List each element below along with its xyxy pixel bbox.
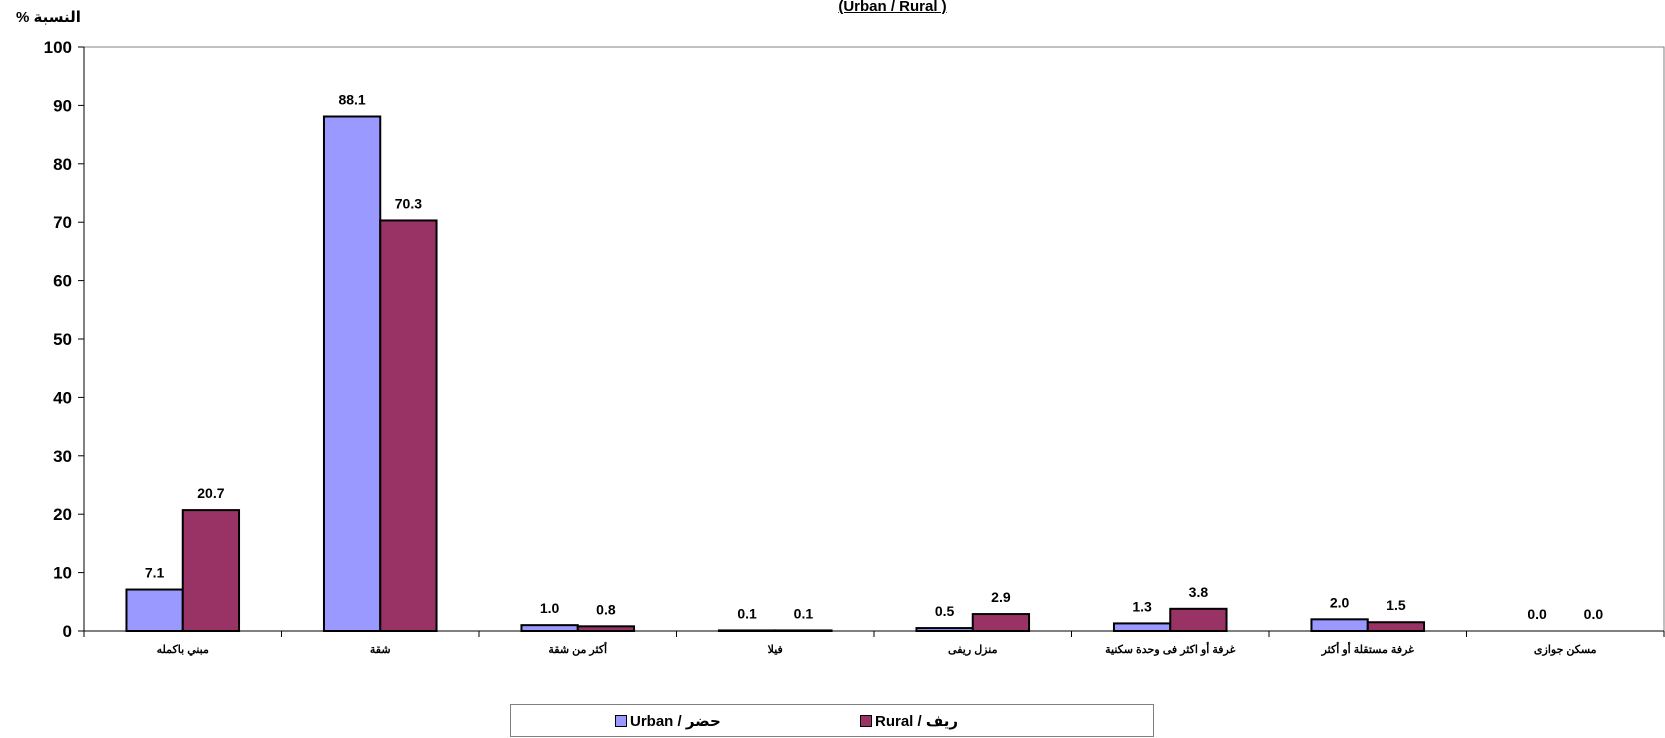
legend-label-rural: Rural / ريف [875, 713, 958, 730]
legend-swatch-rural [860, 715, 872, 727]
bar-urban [915, 627, 974, 633]
chart-title: (Urban / Rural ) [838, 0, 947, 15]
data-label: 7.1 [145, 565, 165, 581]
y-axis-unit-label: النسبة % [16, 9, 81, 26]
y-tick-label: 20 [53, 505, 72, 524]
legend-item-urban: Urban / حضر [615, 712, 721, 730]
data-label: 0.5 [935, 603, 955, 619]
x-tick-label: غرفة مستقلة أو أكثر [1321, 642, 1415, 656]
bar-rural [1169, 607, 1228, 632]
y-tick-label: 70 [53, 213, 72, 232]
data-label: 0.8 [596, 601, 616, 617]
y-tick-label: 50 [53, 330, 72, 349]
bar-urban [1112, 622, 1172, 633]
data-label: 20.7 [197, 485, 224, 501]
data-label: 0.0 [1584, 606, 1604, 622]
bar-rural [181, 509, 241, 632]
y-tick-label: 30 [53, 447, 72, 466]
y-tick-label: 40 [53, 388, 72, 407]
bar-rural [774, 629, 833, 633]
data-label: 0.1 [794, 605, 814, 621]
x-tick-label: منزل ريفى [948, 644, 998, 656]
data-label: 0.0 [1527, 606, 1547, 622]
legend: Urban / حضر Rural / ريف [510, 704, 1154, 737]
legend-item-rural: Rural / ريف [860, 712, 958, 730]
legend-swatch-urban [615, 715, 627, 727]
x-tick-label: غرفة أو اكثر فى وحدة سكنية [1105, 642, 1235, 656]
y-tick-label: 90 [53, 96, 72, 115]
y-tick-label: 100 [44, 38, 72, 57]
data-label: 1.5 [1386, 597, 1406, 613]
bar-urban [322, 115, 382, 633]
x-tick-label: أكثر من شقة [548, 642, 607, 656]
data-label: 2.9 [991, 589, 1011, 605]
data-label: 3.8 [1189, 584, 1209, 600]
data-label: 2.0 [1330, 594, 1350, 610]
bar-rural [576, 625, 636, 633]
data-label: 0.1 [737, 605, 757, 621]
x-tick-label: فيلا [768, 644, 783, 656]
data-label: 1.0 [540, 600, 560, 616]
data-label: 1.3 [1132, 598, 1152, 614]
bar-rural [1366, 621, 1426, 632]
x-tick-label: مسكن جوازى [1534, 644, 1597, 656]
y-tick-label: 0 [63, 622, 72, 641]
bar-urban [125, 588, 184, 633]
plot-frame [83, 46, 1665, 632]
y-tick-label: 80 [53, 155, 72, 174]
data-label: 88.1 [338, 91, 365, 107]
bar-rural [379, 219, 438, 632]
bar-urban [717, 629, 777, 633]
bar-urban [1310, 618, 1369, 633]
bar-rural [971, 613, 1031, 633]
x-tick-label: شقة [370, 644, 391, 656]
data-label: 70.3 [395, 195, 422, 211]
legend-label-urban: Urban / حضر [630, 713, 721, 730]
bar-urban [520, 624, 579, 632]
y-tick-label: 60 [53, 272, 72, 291]
x-tick-label: مبني باكمله [157, 644, 209, 657]
y-tick-label: 10 [53, 564, 72, 583]
